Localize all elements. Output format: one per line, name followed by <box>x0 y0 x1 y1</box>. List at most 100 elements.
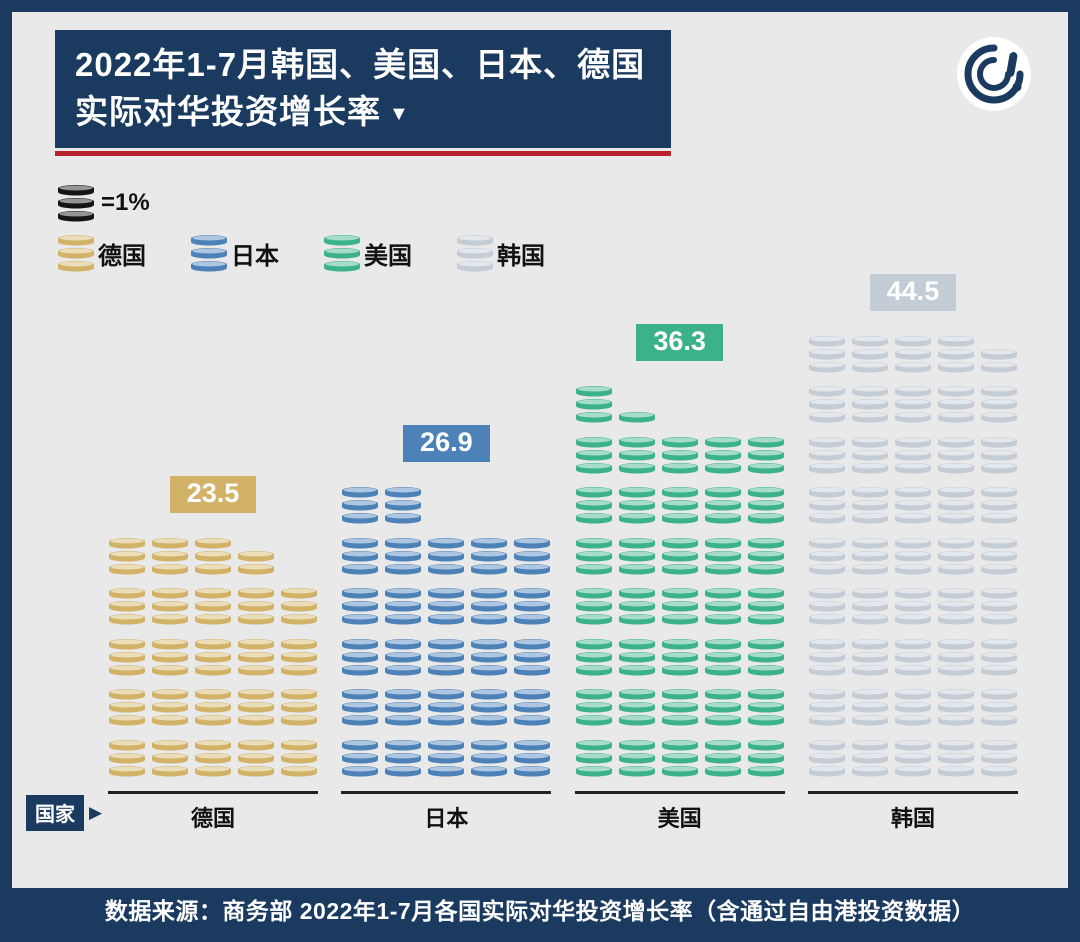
coin-stack-icon <box>238 689 274 726</box>
coin-stack-icon <box>980 436 1017 473</box>
coin-stack-icon <box>575 487 612 524</box>
coin-stack-icon <box>661 588 698 625</box>
column-baseline <box>341 791 552 794</box>
coin-stack-icon <box>342 588 379 625</box>
coin-stack-icon <box>618 537 655 574</box>
coin-stack-icon <box>281 689 317 726</box>
coin-stack-icon <box>618 689 655 726</box>
coin-stack-icon <box>385 689 422 726</box>
coin-stack-icon <box>980 348 1017 372</box>
icon-row <box>808 537 1018 576</box>
icon-row <box>808 587 1018 626</box>
chart-column: 44.5 韩国 <box>807 273 1018 834</box>
icon-row <box>341 739 551 778</box>
coin-stack-icon <box>661 638 698 675</box>
coin-stack-icon <box>471 588 508 625</box>
coin-stack-icon <box>937 386 974 423</box>
coin-stack-icon <box>851 588 888 625</box>
coin-stack-icon <box>894 638 931 675</box>
coin-stack-icon <box>851 487 888 524</box>
coin-stack-icon <box>937 739 974 776</box>
title-block: 2022年1-7月韩国、美国、日本、德国 实际对华投资增长率 ▼ <box>55 30 672 156</box>
coin-stack-icon <box>618 436 655 473</box>
coin-stack-icon <box>342 487 379 524</box>
coin-stack-icon <box>747 537 784 574</box>
icon-row <box>808 739 1018 778</box>
coin-stack-icon <box>514 537 551 574</box>
header: 2022年1-7月韩国、美国、日本、德国 实际对华投资增长率 ▼ <box>12 12 1068 156</box>
category-label: 韩国 <box>890 806 935 831</box>
coin-stack-icon <box>575 436 612 473</box>
coin-stack-icon <box>937 689 974 726</box>
coin-stack-icon <box>575 739 612 776</box>
icon-row <box>808 638 1018 677</box>
coin-stack-icon <box>281 638 317 675</box>
legend-item: 美国 <box>323 234 412 273</box>
coin-stack-icon <box>851 335 888 372</box>
coin-stack-icon <box>342 739 379 776</box>
icon-row <box>808 335 1018 374</box>
icon-row <box>575 587 785 626</box>
coin-stack-icon <box>704 487 741 524</box>
coin-stack-icon <box>747 739 784 776</box>
title-underline <box>55 150 672 156</box>
coin-stack-icon <box>894 386 931 423</box>
coin-stack-icon <box>428 689 465 726</box>
coin-stack-icon <box>471 689 508 726</box>
category-label: 日本 <box>424 806 469 831</box>
legend-item: 日本 <box>190 234 279 273</box>
icon-row <box>575 385 785 424</box>
title-line-1: 2022年1-7月韩国、美国、日本、德国 <box>75 46 646 83</box>
coin-stack-icon <box>808 386 845 423</box>
coin-stack-icon <box>894 487 931 524</box>
coin-stack-icon <box>894 335 931 372</box>
icon-row <box>808 688 1018 727</box>
chart-column: 23.5 德国 <box>108 475 318 834</box>
coin-stack-icon <box>894 739 931 776</box>
coin-stack-icon <box>894 689 931 726</box>
coin-stack-icon <box>342 537 379 574</box>
footer-source: 数据来源：商务部 2022年1-7月各国实际对华投资增长率（含通过自由港投资数据… <box>12 888 1068 930</box>
coin-stack-icon <box>851 537 888 574</box>
triangle-right-icon: ▶ <box>89 803 103 822</box>
chart-section: 23.5 德国 26.9 日本 36.3 美国 44.5 韩国 国家 ▶ <box>12 273 1068 834</box>
coin-stack-icon <box>704 537 741 574</box>
legend-label: 日本 <box>231 242 279 270</box>
coin-stack-icon <box>851 689 888 726</box>
icon-row <box>575 739 785 778</box>
icon-row <box>108 739 318 778</box>
coin-stack-icon <box>575 537 612 574</box>
coin-stack-icon <box>152 739 188 776</box>
coin-stack-icon <box>195 739 231 776</box>
icon-row <box>108 587 318 626</box>
coin-stack-icon <box>808 487 845 524</box>
icon-row <box>575 486 785 525</box>
coin-stack-icon <box>195 638 231 675</box>
coin-stack-icon <box>152 537 188 574</box>
icon-row <box>808 436 1018 475</box>
coin-stack-icon <box>58 184 94 222</box>
coin-stack-icon <box>661 436 698 473</box>
coin-stack-icon <box>747 487 784 524</box>
coin-stack-icon <box>894 588 931 625</box>
legend-item: 德国 <box>57 234 146 273</box>
coin-stack-icon <box>238 588 274 625</box>
coin-stack-icon <box>471 739 508 776</box>
coin-stack-icon <box>152 638 188 675</box>
coin-stack-icon <box>851 638 888 675</box>
coin-stack-icon <box>937 537 974 574</box>
coin-stack-icon <box>704 436 741 473</box>
coin-stack-icon <box>704 739 741 776</box>
legend-swatch <box>190 234 228 273</box>
coin-stack-icon <box>238 550 274 574</box>
chart-column: 26.9 日本 <box>341 425 552 833</box>
icon-row <box>341 638 551 677</box>
title-line-2-text: 实际对华投资增长率 <box>75 92 381 130</box>
coin-stack-icon <box>661 487 698 524</box>
coin-stack-icon <box>195 537 231 574</box>
coin-stack-icon <box>471 638 508 675</box>
coin-stack-icon <box>747 588 784 625</box>
legend-label: 德国 <box>98 242 146 270</box>
column-baseline <box>574 791 785 794</box>
